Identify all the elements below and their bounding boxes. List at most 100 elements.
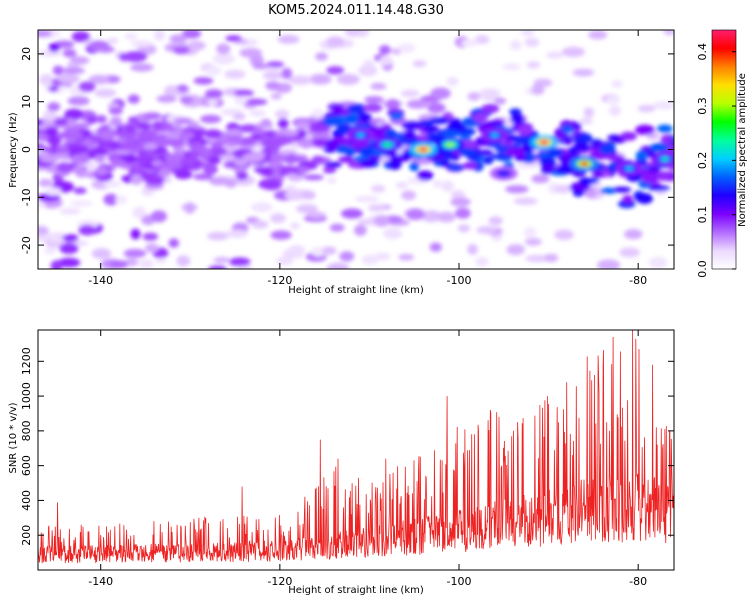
snr-y-tick-label: 1000 — [20, 382, 33, 410]
heatmap-cell — [467, 92, 481, 101]
heatmap-cell — [107, 37, 119, 45]
heatmap-cell — [132, 206, 147, 219]
heatmap-cell — [179, 96, 194, 104]
heatmap-cell — [160, 161, 183, 170]
heatmap-cell — [524, 238, 542, 246]
heatmap-cell — [229, 257, 251, 267]
heatmap-cell — [406, 99, 429, 109]
heatmap-cell — [338, 156, 354, 163]
heatmap-cell — [301, 190, 316, 200]
heatmap-cell — [127, 94, 140, 104]
heatmap-cell — [357, 218, 375, 226]
heatmap-cell — [59, 242, 79, 254]
heatmap-cell — [109, 260, 128, 269]
heatmap-cell — [509, 113, 525, 125]
heatmap-cell — [326, 66, 345, 75]
heatmap-cell — [277, 34, 300, 44]
heatmap-cell — [262, 71, 285, 80]
heatmap-cell — [488, 216, 503, 226]
heatmap-cell — [61, 67, 86, 74]
heatmap-cell — [184, 202, 196, 214]
heatmap-cell — [168, 238, 179, 248]
colorbar: 0.0 0.1 0.2 0.3 0.4 Normalized spectral ampl… — [696, 29, 748, 278]
heatmap-cell — [625, 166, 634, 171]
chart-title: KOM5.2024.011.14.48.G30 — [268, 3, 444, 18]
snr-x-tick-label: -120 — [267, 575, 292, 588]
heatmap-cell — [323, 116, 342, 127]
heatmap-cell — [174, 169, 193, 180]
heatmap-cell — [250, 202, 273, 213]
heatmap-cell — [110, 159, 127, 168]
heatmap-cell — [204, 164, 218, 175]
heatmap-cell — [620, 131, 637, 141]
heatmap-cell — [110, 116, 123, 127]
heatmap-cell — [142, 232, 159, 241]
heatmap-cell — [624, 229, 643, 240]
heatmap-cell — [205, 89, 223, 99]
heatmap-cell — [513, 197, 538, 205]
heatmap-cell — [329, 223, 345, 232]
heatmap-cell — [306, 211, 326, 219]
heatmap-cell — [249, 110, 267, 117]
heatmap-cell — [47, 136, 61, 145]
heatmap-cell — [637, 104, 656, 113]
heatmap-cell — [269, 137, 289, 147]
heatmap-cell — [419, 147, 428, 152]
heatmap-cell — [401, 121, 423, 131]
heatmap-cell — [78, 152, 90, 161]
heatmap-cell — [473, 112, 488, 123]
heatmap-cell — [151, 159, 163, 167]
heatmap-cell — [373, 215, 391, 227]
heatmap-cell — [213, 53, 235, 65]
heatmap-cell — [216, 43, 231, 55]
heatmap-cell — [57, 73, 80, 84]
heatmap-cell — [144, 142, 158, 151]
heatmap-cell — [233, 89, 249, 97]
heatmap-cell — [67, 131, 84, 140]
heatmap-cell — [476, 226, 497, 235]
heatmap-cell — [531, 174, 550, 184]
heatmap-cell — [609, 105, 621, 116]
heatmap-cell — [430, 87, 451, 100]
heatmap-cell — [406, 208, 425, 221]
heatmap-cell — [505, 147, 526, 156]
heatmap-cell — [270, 230, 292, 240]
spectrogram-x-axis-label: Height of straight line (km) — [288, 285, 424, 296]
heatmap-cell — [277, 118, 289, 129]
colorbar-tick-label: 0.2 — [696, 152, 709, 170]
heatmap-cell — [151, 121, 164, 131]
heatmap-cell — [322, 246, 337, 255]
heatmap-cell — [71, 31, 91, 43]
heatmap-cell — [50, 260, 63, 269]
heatmap-cell — [475, 149, 494, 156]
heatmap-cell — [225, 129, 243, 137]
heatmap-cell — [178, 131, 195, 139]
heatmap-cell — [526, 61, 541, 69]
heatmap-cell — [276, 256, 294, 266]
heatmap-cell — [482, 156, 494, 165]
heatmap-cell — [130, 63, 154, 72]
heatmap-cell — [99, 129, 118, 140]
heatmap-cell — [580, 161, 589, 166]
heatmap-cell — [446, 122, 466, 132]
heatmap-cell — [400, 89, 420, 97]
heatmap-cell — [547, 147, 563, 158]
heatmap-cell — [52, 65, 64, 76]
heatmap-cell — [95, 166, 109, 176]
heatmap-cell — [72, 165, 84, 175]
heatmap-cell — [368, 204, 386, 212]
heatmap-cell — [303, 174, 324, 181]
heatmap-cell — [354, 224, 367, 236]
snr-series-line — [38, 330, 674, 564]
heatmap-cell — [362, 103, 383, 113]
heatmap-cell — [505, 185, 529, 194]
snr-frame — [37, 329, 675, 571]
heatmap-cell — [173, 117, 193, 125]
heatmap-cell — [67, 147, 83, 155]
heatmap-cell — [281, 155, 303, 163]
heatmap-cell — [136, 155, 150, 165]
heatmap-cell — [127, 116, 139, 124]
heatmap-cell — [384, 128, 397, 139]
heatmap-cell — [177, 84, 189, 93]
heatmap-cell — [251, 220, 269, 229]
